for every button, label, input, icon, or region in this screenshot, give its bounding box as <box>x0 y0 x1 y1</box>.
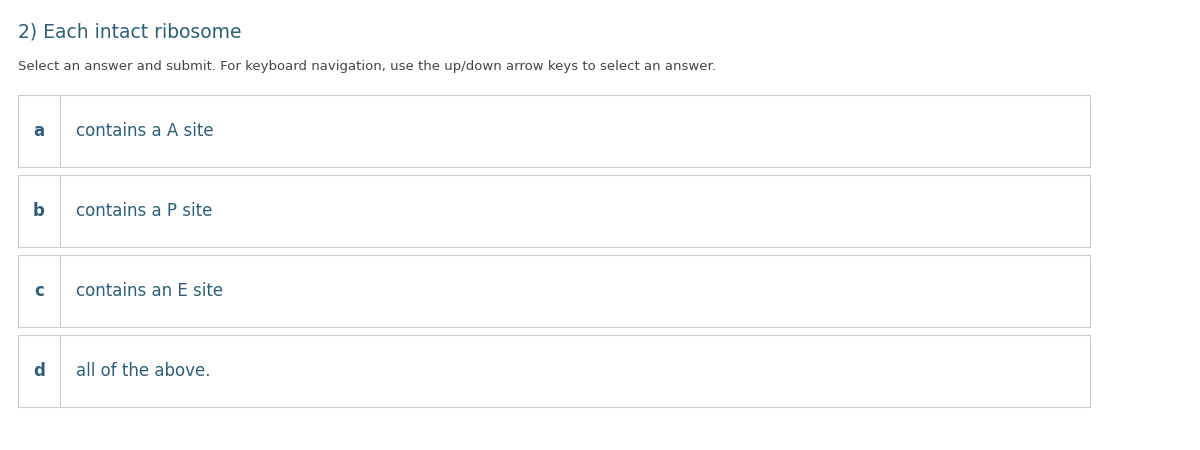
Bar <box>18 95 1090 167</box>
Text: b: b <box>34 202 44 220</box>
Text: Select an answer and submit. For keyboard navigation, use the up/down arrow keys: Select an answer and submit. For keyboar… <box>18 60 716 73</box>
Text: d: d <box>34 362 44 380</box>
Text: c: c <box>34 282 44 300</box>
Text: 2) Each intact ribosome: 2) Each intact ribosome <box>18 22 241 41</box>
Text: contains a A site: contains a A site <box>76 122 214 140</box>
Bar <box>18 175 1090 247</box>
Text: all of the above.: all of the above. <box>76 362 210 380</box>
Text: a: a <box>34 122 44 140</box>
Bar <box>18 255 1090 327</box>
Text: contains an E site: contains an E site <box>76 282 223 300</box>
Bar <box>18 335 1090 407</box>
Text: contains a P site: contains a P site <box>76 202 212 220</box>
